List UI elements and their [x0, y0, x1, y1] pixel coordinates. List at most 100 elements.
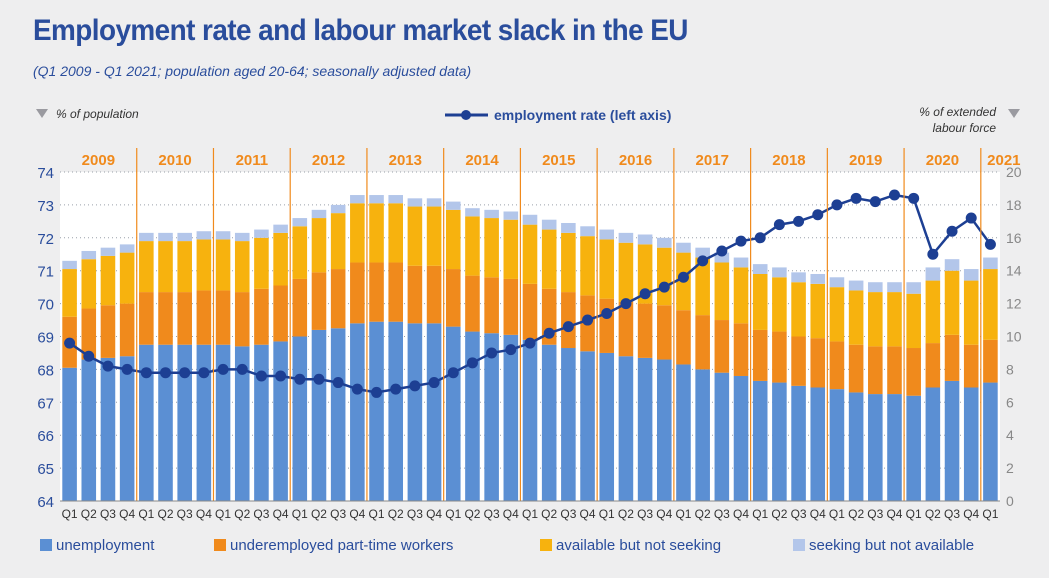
bar-underemployed: [426, 265, 442, 324]
year-label: 2011: [236, 152, 269, 169]
bar-unemployment: [656, 359, 672, 501]
bar-seeking: [772, 267, 787, 278]
bar-seeking: [925, 267, 941, 281]
bar-underemployed: [388, 262, 404, 322]
employment-rate-point: [984, 238, 996, 250]
x-tick-label: Q3: [484, 507, 500, 521]
bar-underemployed: [369, 262, 384, 322]
employment-rate-point: [658, 281, 670, 293]
x-tick-label: Q2: [388, 507, 404, 521]
bar-available: [656, 247, 672, 306]
bar-underemployed: [599, 298, 615, 353]
right-tick-label: 2: [1006, 460, 1014, 476]
bar-underemployed: [158, 292, 173, 345]
bar-available: [599, 239, 615, 299]
bar-underemployed: [772, 331, 787, 383]
employment-rate-point: [946, 225, 958, 237]
employment-rate-point: [908, 192, 920, 204]
right-axis-label-line1: % of extended: [919, 105, 996, 119]
bar-available: [522, 224, 538, 284]
bar-seeking: [254, 229, 269, 238]
employment-line-layer: [64, 189, 996, 398]
bar-available: [541, 229, 557, 289]
bar-unemployment: [848, 392, 864, 501]
x-tick-label: Q1: [62, 507, 78, 521]
bar-seeking: [580, 226, 595, 237]
employment-rate-point: [850, 192, 862, 204]
bar-underemployed: [925, 343, 941, 388]
bar-seeking: [503, 211, 519, 220]
left-tick-label: 72: [37, 231, 54, 248]
bar-unemployment: [983, 382, 998, 501]
bar-available: [829, 287, 845, 342]
bar-underemployed: [618, 301, 634, 357]
x-tick-label: Q1: [369, 507, 385, 521]
bar-unemployment: [599, 352, 615, 501]
bar-unemployment: [139, 344, 154, 501]
employment-rate-point: [64, 337, 76, 349]
employment-rate-point: [255, 370, 267, 382]
x-tick-label: Q2: [541, 507, 557, 521]
bar-seeking: [676, 242, 691, 253]
employment-rate-point: [697, 255, 709, 267]
employment-rate-point: [236, 363, 248, 375]
x-tick-label: Q4: [119, 507, 135, 521]
employment-rate-point: [620, 298, 632, 310]
left-tick-label: 71: [37, 264, 54, 281]
employment-rate-point: [102, 360, 114, 372]
bar-available: [695, 257, 710, 316]
year-label: 2021: [987, 152, 1020, 169]
bar-underemployed: [676, 310, 691, 365]
year-label: 2016: [619, 152, 652, 169]
bar-available: [254, 237, 269, 289]
bar-unemployment: [311, 329, 327, 501]
left-tick-label: 64: [37, 494, 54, 511]
year-label: 2014: [465, 152, 499, 169]
employment-rate-point: [735, 235, 747, 247]
bar-unemployment: [695, 369, 710, 501]
x-tick-label: Q4: [886, 507, 902, 521]
bar-unemployment: [177, 344, 192, 501]
bar-unemployment: [503, 334, 519, 501]
legend-label: unemployment: [56, 537, 155, 554]
bar-underemployed: [714, 320, 730, 373]
bar-seeking: [733, 257, 749, 268]
right-axis-label-line2: labour force: [933, 121, 997, 135]
bar-unemployment: [829, 389, 845, 501]
employment-rate-point: [888, 189, 900, 201]
employment-rate-point: [677, 271, 689, 283]
bars-layer: [60, 171, 1000, 502]
employment-rate-point: [486, 347, 498, 359]
bar-underemployed: [465, 275, 480, 332]
x-tick-label: Q2: [848, 507, 864, 521]
bar-underemployed: [196, 290, 212, 345]
employment-rate-point: [371, 386, 383, 398]
bar-underemployed: [810, 338, 826, 388]
bar-underemployed: [330, 269, 346, 329]
bar-unemployment: [426, 323, 442, 501]
bar-seeking: [714, 252, 730, 263]
bar-seeking: [791, 272, 806, 283]
left-tick-label: 70: [37, 297, 54, 314]
x-tick-label: Q1: [982, 507, 998, 521]
bar-underemployed: [215, 290, 231, 345]
bar-unemployment: [62, 367, 77, 501]
employment-rate-point: [83, 350, 95, 362]
employment-rate-point: [313, 373, 325, 385]
employment-rate-point: [869, 196, 881, 208]
bar-available: [388, 203, 404, 263]
bar-seeking: [963, 269, 979, 281]
x-tick-label: Q3: [330, 507, 346, 521]
bar-unemployment: [388, 321, 404, 501]
x-tick-label: Q1: [522, 507, 538, 521]
x-tick-label: Q1: [445, 507, 461, 521]
x-tick-label: Q2: [925, 507, 941, 521]
x-tick-label: Q2: [618, 507, 634, 521]
bar-unemployment: [714, 372, 730, 501]
x-tick-label: Q3: [407, 507, 423, 521]
bar-available: [752, 273, 768, 330]
bar-available: [426, 206, 442, 266]
left-tick-label: 67: [37, 395, 54, 412]
x-tick-label: Q3: [791, 507, 807, 521]
x-tick-label: Q3: [944, 507, 960, 521]
